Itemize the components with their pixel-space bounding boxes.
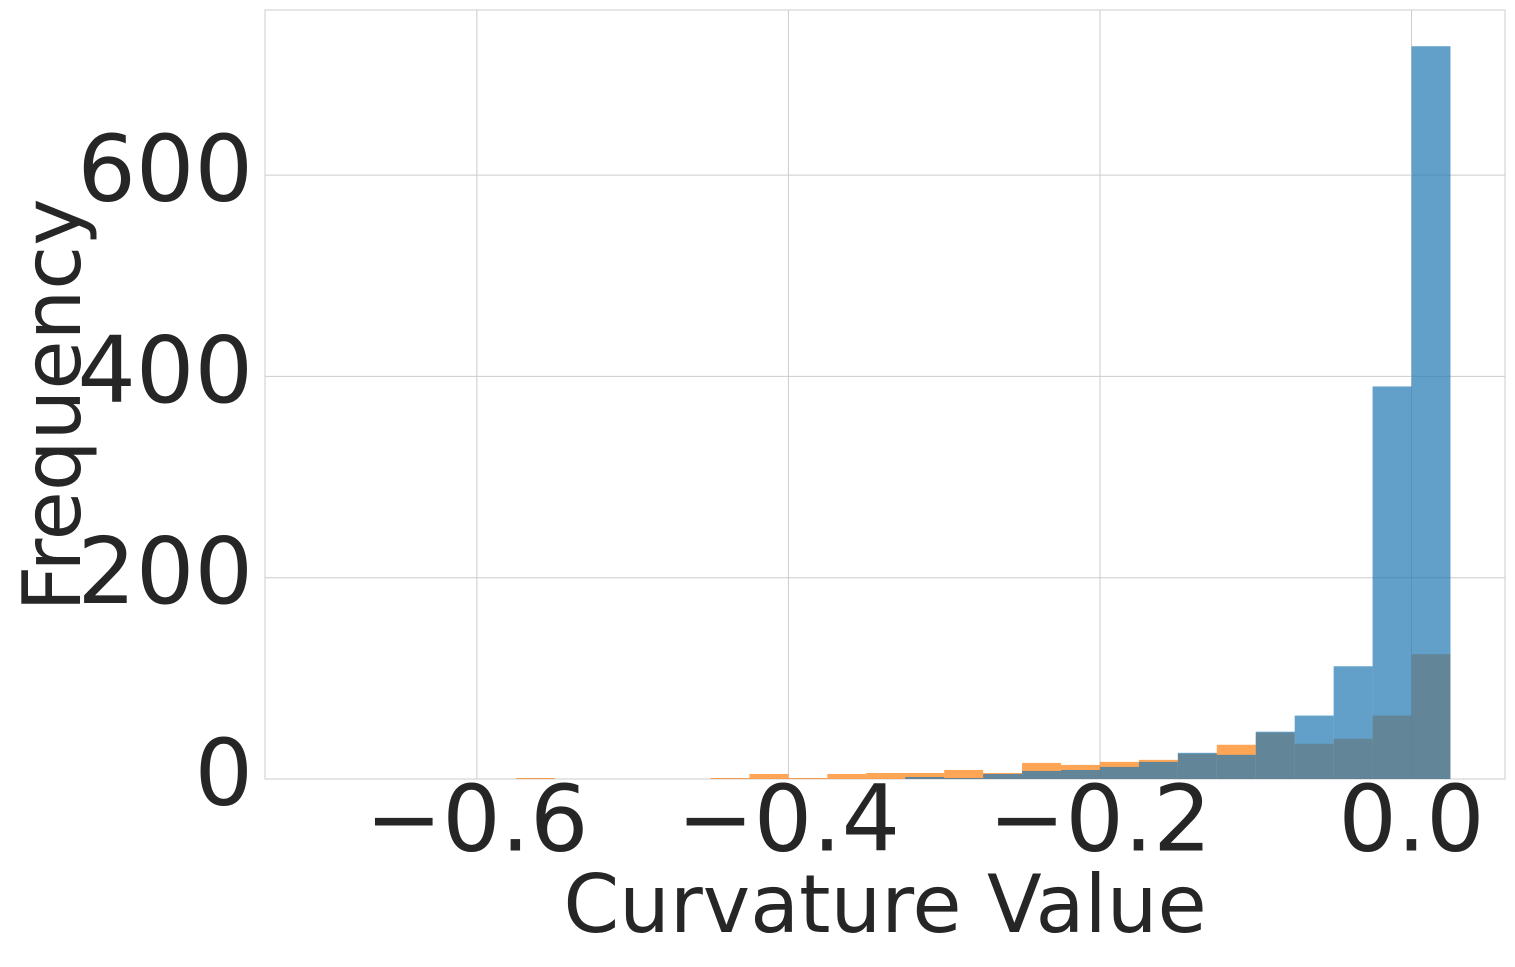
histogram-bar <box>1061 769 1100 779</box>
histogram-bar <box>905 772 945 779</box>
histogram-bar <box>905 776 945 779</box>
histogram-bar <box>1372 386 1412 779</box>
plot-frame <box>264 9 1506 780</box>
histogram-bar <box>710 777 750 779</box>
histogram-bar <box>1411 46 1451 780</box>
histogram-bar <box>1216 754 1256 779</box>
y-tick-label: 0 <box>194 719 253 826</box>
histogram-bar <box>944 769 984 779</box>
histogram-bar <box>1333 666 1373 779</box>
histogram-bar <box>1177 752 1217 779</box>
histogram-bar <box>1255 731 1295 779</box>
x-tick-label: −0.6 <box>365 765 588 872</box>
histogram-bar <box>1099 766 1139 779</box>
x-axis-label: Curvature Value <box>563 858 1206 951</box>
y-axis-label: Frequency <box>6 198 99 611</box>
y-tick-label: 200 <box>77 518 253 625</box>
histogram-bar <box>749 773 789 779</box>
x-tick-label: 0.0 <box>1338 765 1484 872</box>
histogram-bar <box>788 777 828 779</box>
histogram-bar <box>827 773 867 779</box>
histogram-bar <box>944 777 984 779</box>
histogram-bar <box>1022 770 1062 779</box>
x-tick-label: −0.2 <box>988 765 1211 872</box>
histogram-bar <box>983 773 1023 779</box>
histogram-bar <box>866 772 906 779</box>
histogram-bar <box>1294 715 1334 779</box>
x-tick-label: −0.4 <box>677 765 900 872</box>
histogram-bar <box>515 777 555 779</box>
histogram-bar <box>1138 761 1178 779</box>
y-tick-label: 400 <box>77 317 253 424</box>
y-tick-label: 600 <box>77 115 253 222</box>
